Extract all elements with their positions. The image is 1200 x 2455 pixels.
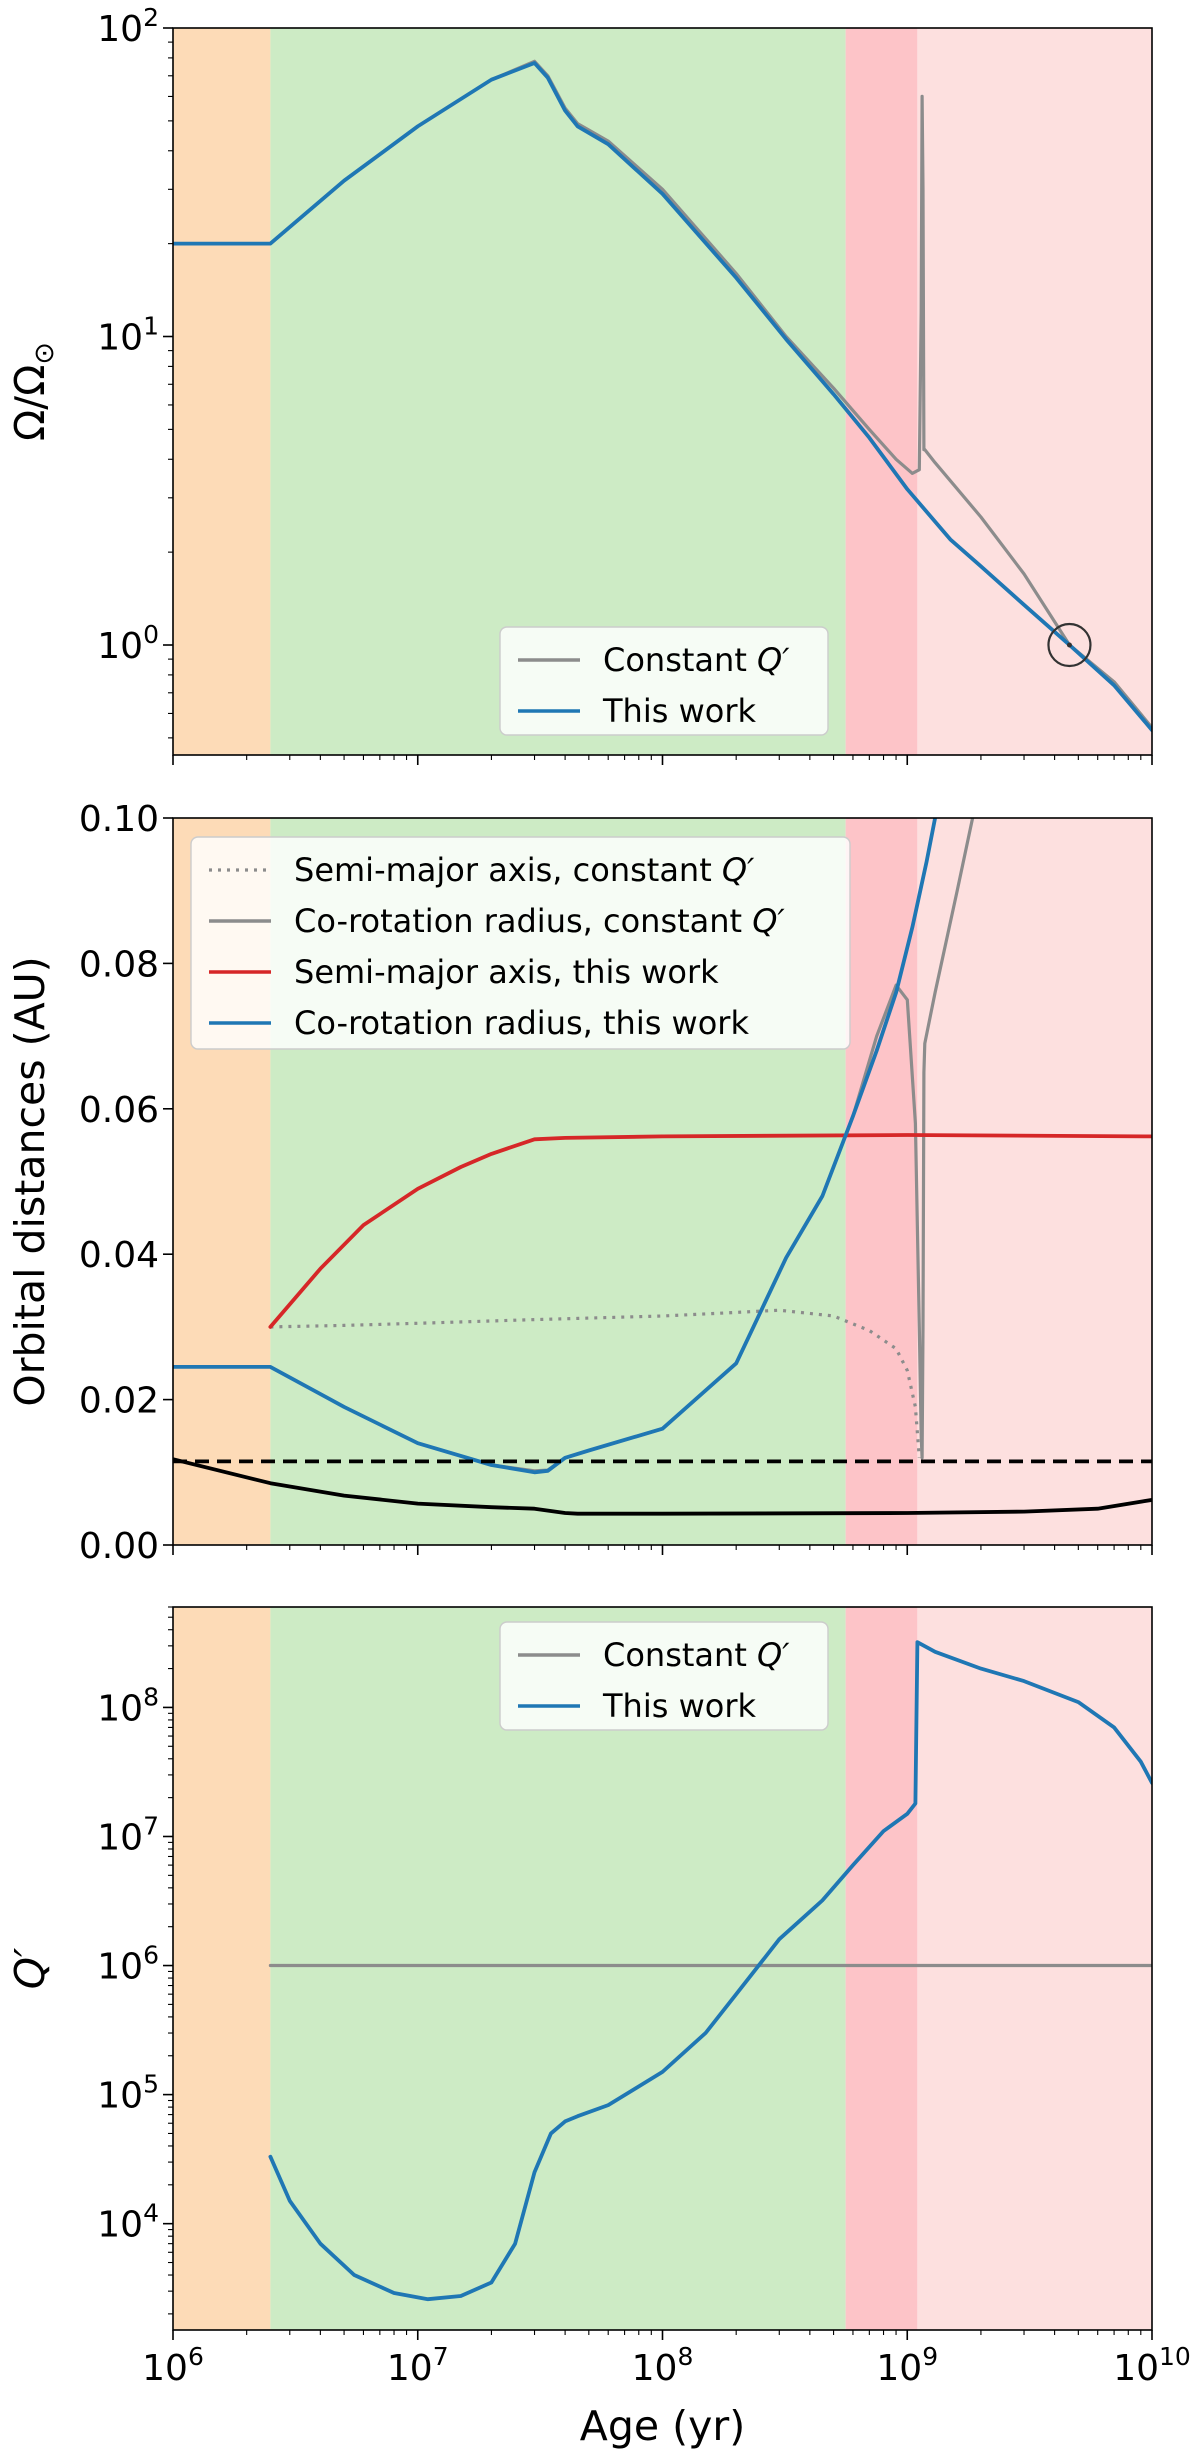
y-tick-label: 0.02: [79, 1381, 159, 1422]
x-tick-label: 1010: [1113, 2342, 1191, 2389]
axis-ticks: [163, 27, 1153, 765]
phase-shading: [173, 28, 1152, 755]
axis-ticks: [163, 1606, 1153, 2340]
tidal-quality-panel: 104 105 106 107 108 106 107 108 109 1010 Q′ Age (yr…: [6, 1606, 1191, 2450]
phase-region-2: [845, 1607, 918, 2330]
series-lines: [173, 818, 1152, 1516]
axis-ticks: [163, 817, 1153, 1555]
rotation-panel: 100 101 102 Ω/Ω⊙ Constant Q′ This work: [6, 3, 1153, 765]
phase-region-0: [173, 28, 271, 755]
series-lines: [268, 1640, 1152, 2302]
y-tick-label: 100: [97, 620, 159, 667]
x-tick-label: 109: [876, 2342, 938, 2389]
legend-item: Co-rotation radius, this work: [209, 1004, 749, 1042]
series-lines: [173, 59, 1152, 732]
y-tick-label: 0.04: [79, 1235, 159, 1276]
y-axis-title: Q′: [6, 1947, 54, 1989]
legend-label: Semi-major axis, constant Q′: [294, 851, 755, 889]
y-tick-label: 101: [97, 312, 159, 359]
y-tick-label: 105: [97, 2070, 159, 2117]
legend-item: Constant Q′: [518, 1636, 790, 1674]
series-line-semi-major-axis-constant-q: [270, 1308, 921, 1458]
y-tick-label: 0.10: [79, 799, 159, 840]
legend-item: Semi-major axis, this work: [209, 953, 719, 991]
x-axis-title: Age (yr): [580, 2402, 745, 2450]
legend-item: Constant Q′: [518, 641, 790, 679]
y-axis-title: Ω/Ω⊙: [6, 342, 60, 441]
series-line-this-work: [173, 61, 1152, 732]
x-tick-label: 107: [387, 2342, 449, 2389]
legend-label: Constant Q′: [603, 641, 790, 679]
legend-label: Co-rotation radius, this work: [294, 1004, 749, 1042]
x-tick-label: 108: [632, 2342, 694, 2389]
sun-symbol-icon: [1047, 622, 1092, 668]
series-line-stellar-radius: [173, 1457, 1152, 1516]
y-tick-label: 0.08: [79, 944, 159, 985]
legend-item: This work: [518, 1687, 756, 1725]
legend-label: Co-rotation radius, constant Q′: [294, 902, 785, 940]
legend: Semi-major axis, constant Q′ Co-rotation …: [190, 836, 851, 1050]
y-tick-label: 108: [97, 1682, 159, 1729]
legend: Constant Q′ This work: [499, 1621, 829, 1731]
y-tick-label: 106: [97, 1941, 159, 1988]
orbital-distance-panel: 0.00 0.02 0.04 0.06 0.08 0.10 Orbital distance…: [6, 799, 1153, 1567]
y-tick-label: 0.06: [79, 1090, 159, 1131]
phase-region-3: [917, 28, 1152, 755]
series-line-co-rotation-radius-this-work: [173, 818, 937, 1475]
phase-region-3: [917, 1607, 1152, 2330]
legend-item: This work: [518, 692, 756, 730]
phase-region-3: [917, 818, 1152, 1545]
legend-label: This work: [602, 1687, 756, 1725]
legend-item: Co-rotation radius, constant Q′: [209, 902, 785, 940]
y-tick-label: 107: [97, 1811, 159, 1858]
phase-region-2: [845, 818, 918, 1545]
legend-label: This work: [602, 692, 756, 730]
legend-box: [190, 836, 851, 1050]
series-line-semi-major-axis-this-work: [268, 1133, 1152, 1329]
x-tick-label: 106: [142, 2342, 204, 2389]
series-line-this-work: [268, 1640, 1152, 2302]
legend-label: Semi-major axis, this work: [294, 953, 719, 991]
y-axis-title: Orbital distances (AU): [6, 956, 54, 1406]
y-tick-label: 104: [97, 2199, 159, 2246]
legend-item: Semi-major axis, constant Q′: [209, 851, 755, 889]
legend-box: [499, 1621, 829, 1731]
y-tick-label: 0.00: [79, 1526, 159, 1567]
legend-label: Constant Q′: [603, 1636, 790, 1674]
phase-region-2: [845, 28, 918, 755]
phase-region-0: [173, 1607, 271, 2330]
legend: Constant Q′ This work: [499, 626, 829, 736]
y-tick-label: 102: [97, 3, 159, 50]
legend-box: [499, 626, 829, 736]
